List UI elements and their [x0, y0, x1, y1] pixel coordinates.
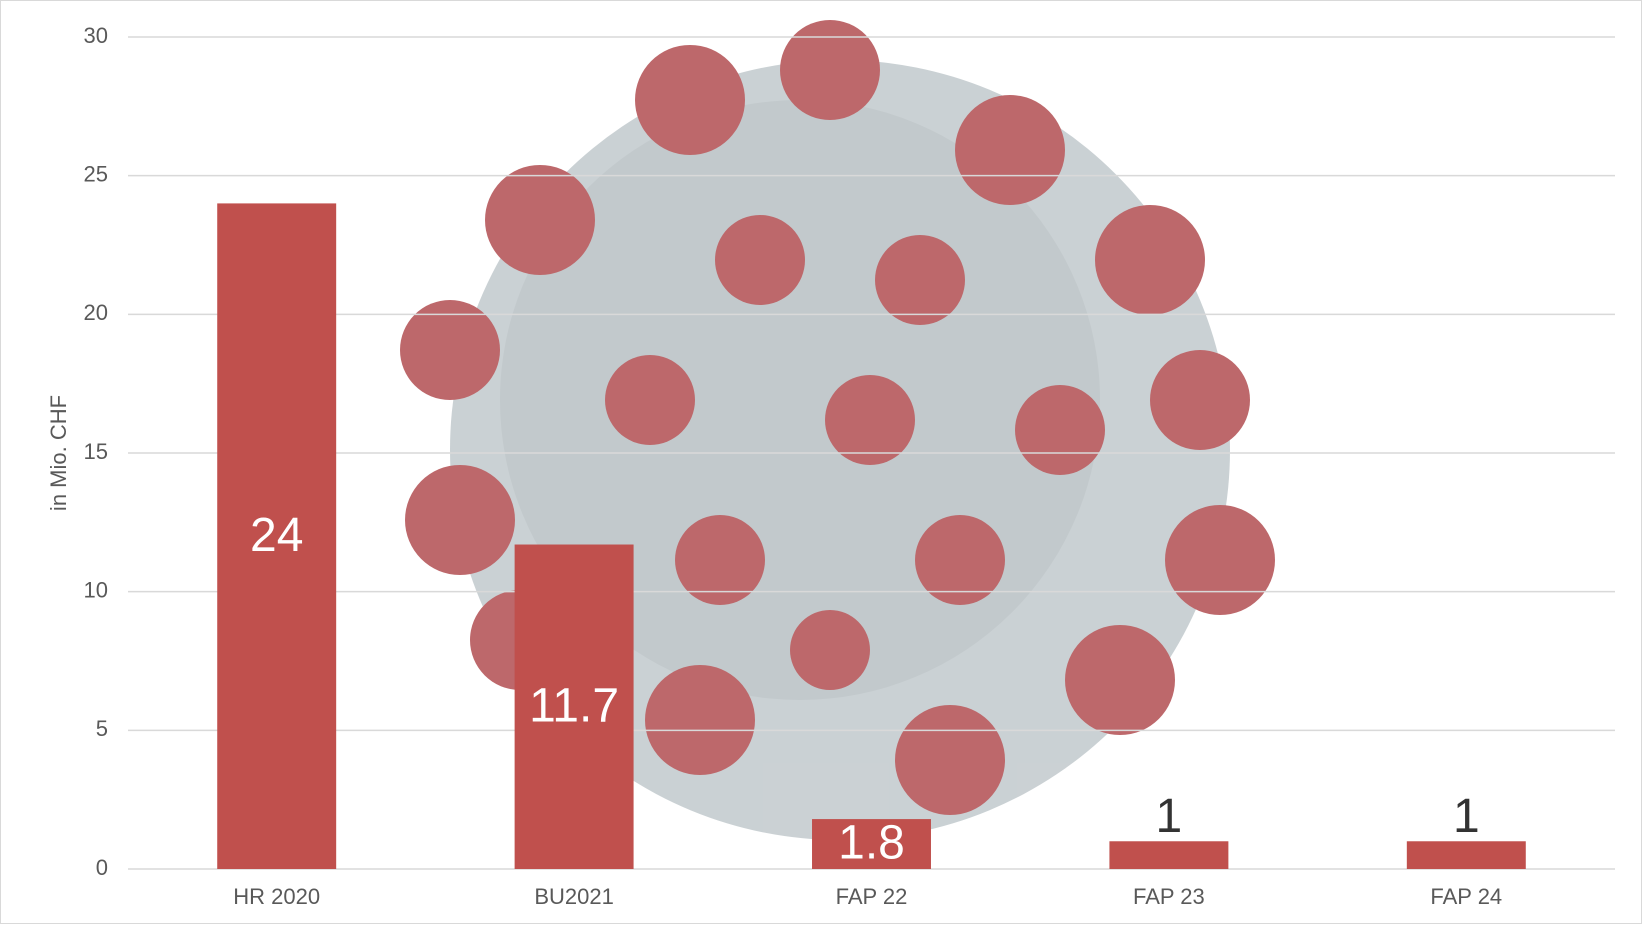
x-tick-label: FAP 23	[1133, 884, 1205, 909]
x-tick-label: HR 2020	[233, 884, 320, 909]
bar	[217, 203, 337, 869]
bar	[1109, 841, 1229, 869]
y-tick-label: 5	[96, 716, 108, 741]
y-tick-label: 30	[84, 23, 108, 48]
y-tick-label: 20	[84, 300, 108, 325]
y-tick-label: 25	[84, 161, 108, 186]
y-axis-title: in Mio. CHF	[46, 395, 71, 511]
bar	[812, 819, 931, 869]
bar	[1406, 841, 1526, 869]
value-label: 24	[250, 509, 303, 562]
value-label: 1	[1156, 790, 1183, 843]
y-tick-label: 10	[84, 577, 108, 602]
x-tick-label: FAP 22	[836, 884, 908, 909]
x-tick-label: BU2021	[534, 884, 614, 909]
value-label: 11.7	[529, 679, 619, 732]
value-label: 1.8	[838, 817, 905, 870]
value-label: 1	[1453, 790, 1480, 843]
bar	[514, 544, 634, 869]
x-tick-label: FAP 24	[1430, 884, 1502, 909]
y-tick-label: 15	[84, 439, 108, 464]
y-tick-label: 0	[96, 855, 108, 880]
